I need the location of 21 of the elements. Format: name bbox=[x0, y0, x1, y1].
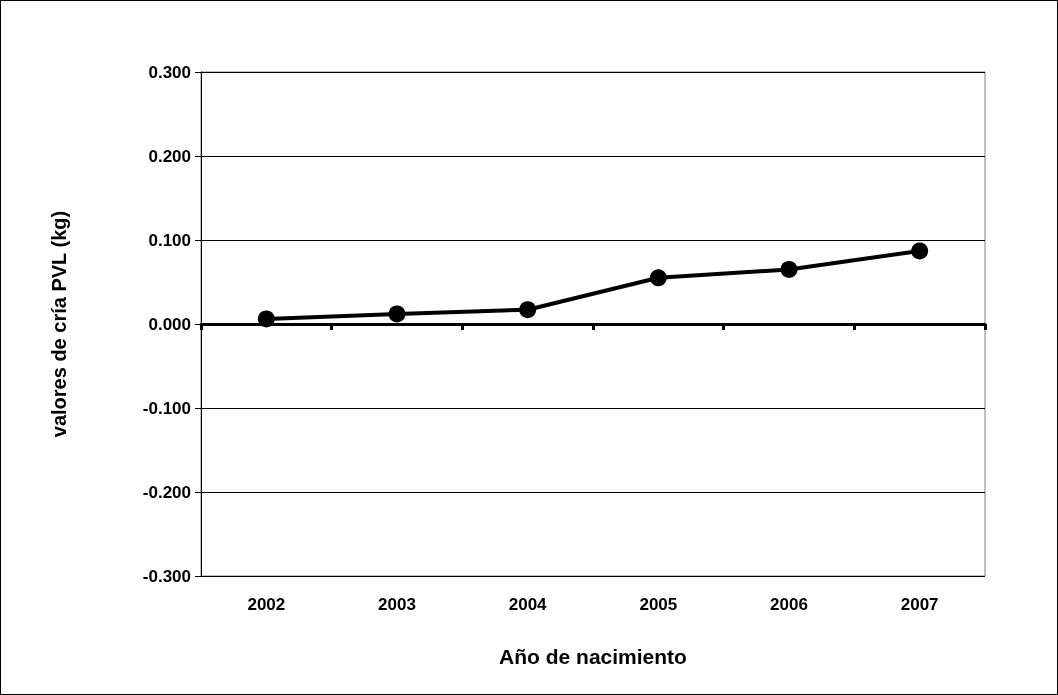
y-tick-label: 0.100 bbox=[148, 230, 191, 250]
point bbox=[519, 301, 537, 319]
y-tick-label: 0.200 bbox=[148, 146, 191, 166]
y-tick-label: 0.000 bbox=[148, 314, 191, 334]
x-tick-label: 2005 bbox=[639, 595, 678, 614]
x-tick-label: 2007 bbox=[900, 595, 939, 614]
y-tick-label: -0.100 bbox=[142, 398, 191, 418]
point bbox=[780, 260, 798, 278]
x-tick-label: 2002 bbox=[247, 595, 286, 614]
point bbox=[911, 242, 929, 260]
point bbox=[388, 305, 406, 323]
x-tick-label: 2006 bbox=[770, 595, 808, 614]
x-tick-label: 2003 bbox=[378, 595, 416, 614]
y-tick-label: -0.200 bbox=[142, 482, 191, 502]
y-axis-title: valores de cría PVL (kg) bbox=[48, 210, 70, 438]
point bbox=[649, 269, 667, 287]
y-tick-label: 0.300 bbox=[148, 62, 191, 82]
x-tick-label: 2004 bbox=[508, 595, 548, 614]
x-axis-title: Año de nacimiento bbox=[499, 645, 687, 668]
y-tick-label: -0.300 bbox=[142, 566, 191, 586]
point bbox=[257, 310, 275, 328]
